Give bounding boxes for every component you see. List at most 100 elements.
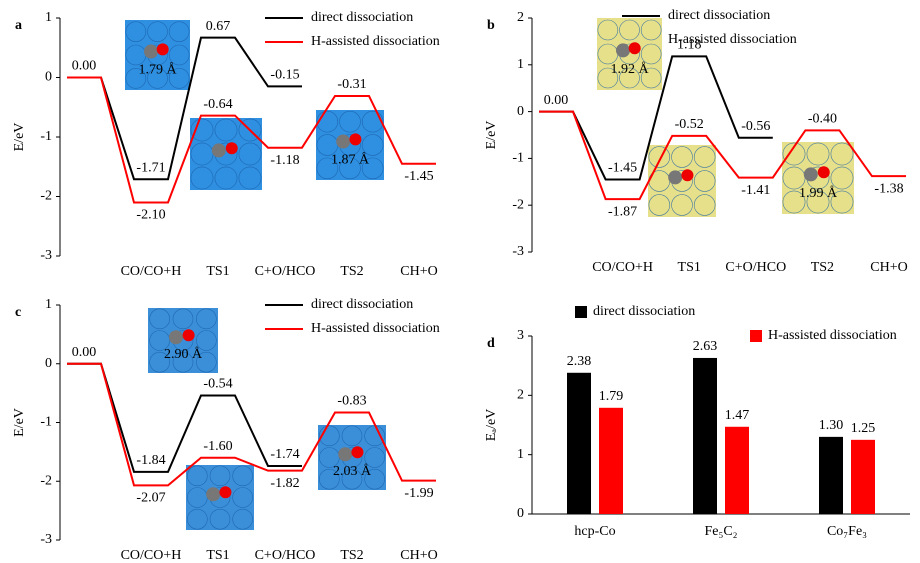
atom <box>597 43 619 65</box>
y-axis-label: E/eV <box>12 123 27 152</box>
x-tick-label: TS2 <box>340 548 363 563</box>
oxygen-atom <box>681 169 694 182</box>
y-tick-label: 1 <box>517 447 524 462</box>
atom <box>619 67 640 89</box>
x-tick-label: TS1 <box>206 264 229 279</box>
atom <box>149 351 170 373</box>
carbon-atom <box>144 44 158 59</box>
atom <box>693 194 716 216</box>
legend-label: direct dissociation <box>311 10 413 25</box>
oxygen-atom <box>349 133 362 146</box>
y-axis-label: Eₐ/eV <box>484 409 499 442</box>
atom <box>214 166 238 190</box>
bond-length: 1.87 Å <box>331 152 370 168</box>
value-label: -1.99 <box>404 486 433 501</box>
legend-label: direct dissociation <box>311 297 413 312</box>
atom <box>149 330 170 351</box>
y-tick-label: 1 <box>45 10 52 25</box>
x-tick-label: CO/CO+H <box>121 548 182 563</box>
carbon-atom <box>803 167 818 182</box>
value-label: 1.18 <box>677 38 702 53</box>
atom <box>830 190 854 214</box>
atom <box>341 425 363 447</box>
atom <box>125 68 147 89</box>
atom <box>196 308 217 330</box>
atom <box>640 19 662 41</box>
atom <box>238 142 262 166</box>
panel-label: b <box>487 18 495 33</box>
y-tick-label: 2 <box>517 10 524 25</box>
bar <box>725 426 749 514</box>
x-tick-label: C+O/HCO <box>725 260 786 275</box>
carbon-atom <box>206 487 221 502</box>
atom <box>147 21 168 42</box>
atom <box>209 508 231 530</box>
value-label: -1.84 <box>136 453 165 468</box>
x-tick-label: TS2 <box>811 260 834 275</box>
carbon-atom <box>338 447 353 462</box>
legend-label: H-assisted dissociation <box>668 32 797 47</box>
value-label: -0.56 <box>741 119 770 134</box>
oxygen-atom <box>628 42 641 55</box>
atom <box>238 166 262 190</box>
oxygen-atom <box>182 329 195 342</box>
atom <box>232 508 253 530</box>
energy-profile <box>539 110 906 201</box>
value-label: 2.63 <box>693 339 718 354</box>
y-axis-label: E/eV <box>484 121 499 150</box>
atom <box>364 447 385 468</box>
x-tick-label: C+O/HCO <box>255 548 316 563</box>
value-label: -0.31 <box>337 77 366 92</box>
atom <box>361 157 384 180</box>
value-label: -1.74 <box>270 447 299 462</box>
atom <box>168 68 190 89</box>
value-label: 0.67 <box>206 19 231 34</box>
value-label: -0.83 <box>337 394 366 409</box>
oxygen-atom <box>156 43 169 56</box>
value-label: -1.38 <box>874 181 903 196</box>
atom <box>648 146 671 168</box>
x-tick-label: CH+O <box>400 264 437 279</box>
bar <box>693 357 717 514</box>
atom <box>640 67 662 89</box>
bond-length: 2.03 Å <box>333 463 372 479</box>
atom <box>172 308 194 330</box>
atom <box>671 194 693 216</box>
oxygen-atom <box>225 142 238 155</box>
atom <box>125 21 147 42</box>
y-tick-label: 3 <box>517 328 524 343</box>
atom <box>364 468 385 490</box>
atom <box>214 118 238 142</box>
atom <box>196 351 217 373</box>
atom <box>671 146 693 168</box>
value-label: -0.15 <box>270 68 299 83</box>
bond-length: 2.90 Å <box>164 346 203 362</box>
x-tick-label: CH+O <box>400 548 437 563</box>
atom <box>640 43 662 65</box>
atom <box>361 110 384 133</box>
x-tick-label: Co₇Fe₃ <box>827 524 867 539</box>
atom <box>597 67 619 89</box>
value-label: -0.64 <box>203 97 232 112</box>
x-tick-label: C+O/HCO <box>255 264 316 279</box>
atom <box>168 21 190 42</box>
y-tick-label: -2 <box>512 197 524 212</box>
bond-length: 1.99 Å <box>799 185 838 201</box>
atom <box>187 508 208 530</box>
atom <box>149 308 170 330</box>
atom <box>209 465 231 487</box>
atom <box>316 157 339 180</box>
energy-profile <box>539 55 773 181</box>
y-tick-label: 2 <box>517 388 524 403</box>
y-tick-label: -1 <box>40 129 52 144</box>
x-tick-label: CO/CO+H <box>121 264 182 279</box>
oxygen-atom <box>351 446 364 459</box>
carbon-atom <box>211 143 226 158</box>
value-label: 1.30 <box>819 418 844 433</box>
atom <box>361 134 384 156</box>
atom <box>339 157 361 180</box>
x-tick-label: TS1 <box>678 260 701 275</box>
legend-label: direct dissociation <box>668 8 770 23</box>
carbon-atom <box>336 134 351 149</box>
